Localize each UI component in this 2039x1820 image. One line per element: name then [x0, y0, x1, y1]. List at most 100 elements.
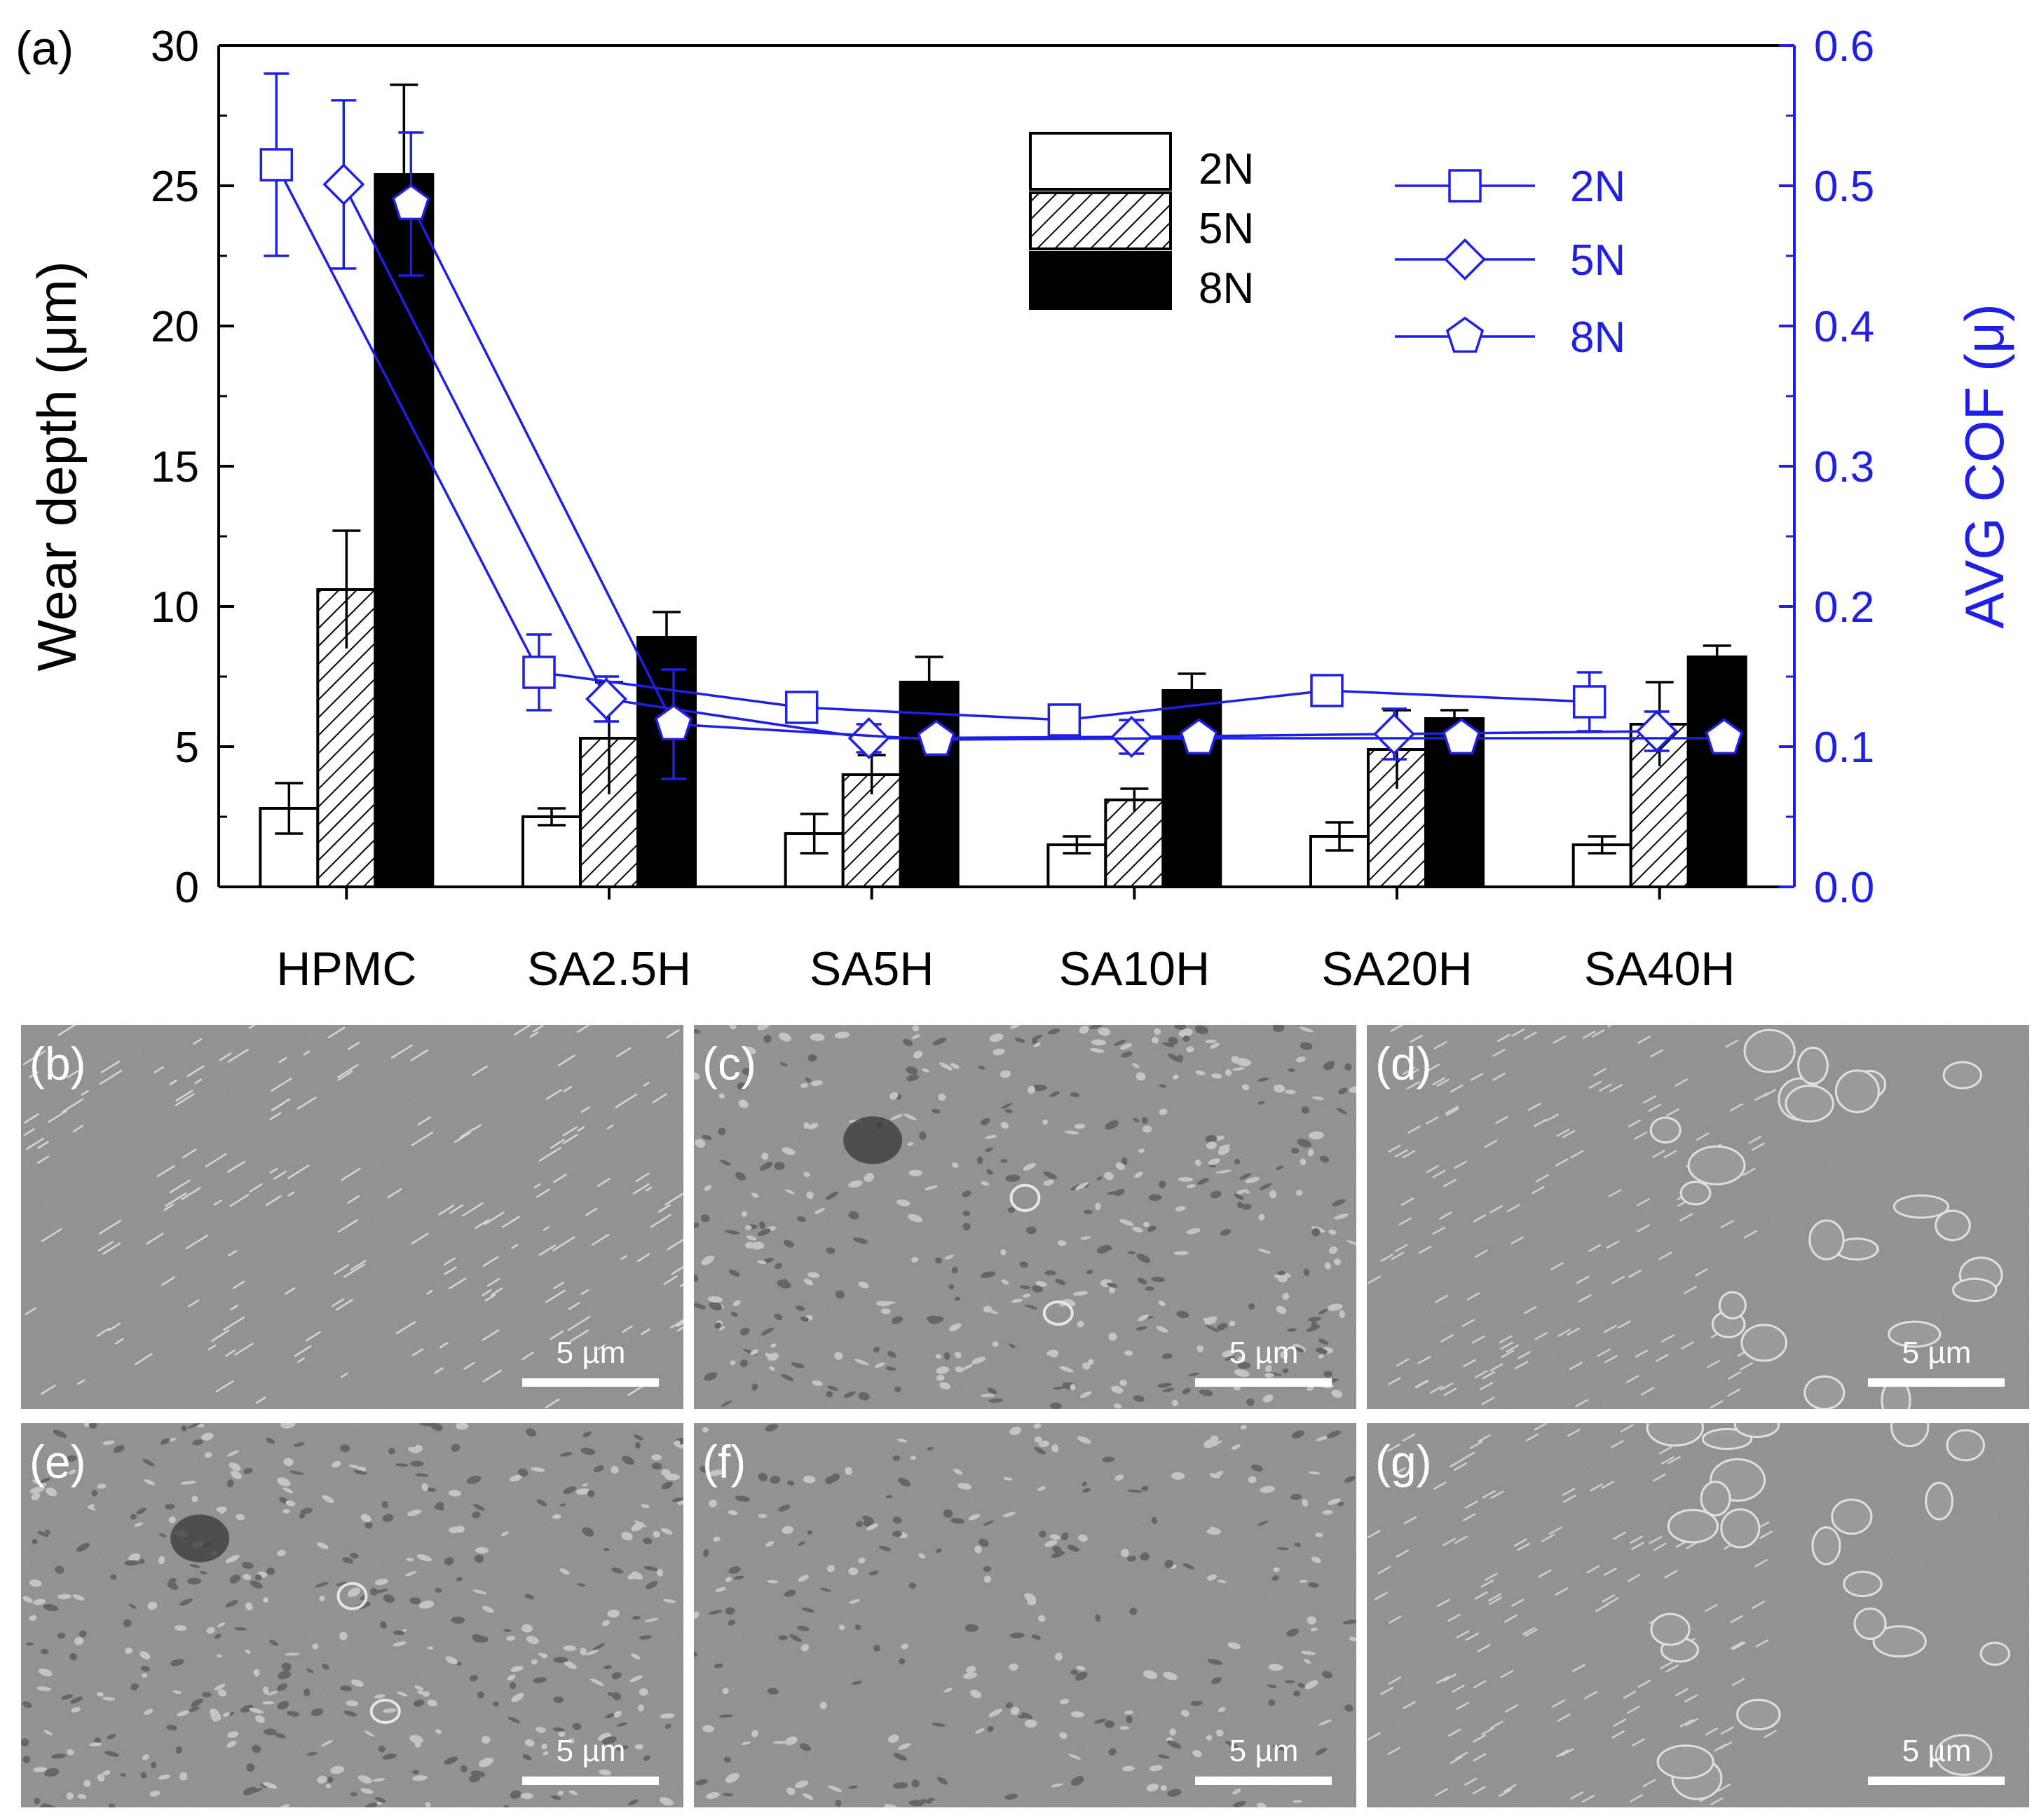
sem-panel-d: (d) 5 µm [1367, 1025, 2029, 1409]
y-tick-label-left-5: 5 [175, 724, 199, 772]
bar-errorbar-5n-sa10h [1120, 787, 1149, 811]
legend-marker-cof-8n [1445, 316, 1485, 353]
y-tick-label-left-15: 15 [151, 443, 199, 491]
bar-8n-sa5h [899, 681, 960, 888]
y-tick-label-right-0.4: 0.4 [1814, 303, 1874, 351]
y-tick-label-right-0.1: 0.1 [1814, 724, 1874, 772]
bar-errorbar-2n-sa2.5h [538, 807, 566, 827]
sem-panel-f: (f) 5 µm [694, 1423, 1356, 1807]
legend-label-cof-5n: 5N [1570, 236, 1625, 285]
sem-panel-b: (b) 5 µm [21, 1025, 683, 1409]
bar-8n-sa2.5h [636, 636, 697, 888]
sem-scale-bar [1868, 1777, 2005, 1785]
legend-label-cof-8n: 8N [1570, 313, 1625, 362]
sem-scale-bar [1868, 1378, 2005, 1387]
legend-marker-cof-2n [1448, 169, 1482, 203]
cof-point-5n-hpmc [322, 163, 365, 205]
sem-grain [1367, 1423, 2029, 1807]
cof-point-2n-sa20h [1310, 674, 1344, 707]
sem-scale-label: 5 µm [557, 1336, 626, 1370]
bar-errorbar-8n-sa5h [915, 656, 943, 707]
sem-features [1368, 1025, 2003, 1409]
sem-panel-label-g: (g) [1375, 1436, 1432, 1488]
x-tick-label-sa10h: SA10H [1059, 942, 1210, 996]
legend-marker-cof-5n [1444, 238, 1486, 280]
sem-panel-e: (e) 5 µm [21, 1423, 683, 1807]
legend-swatch-bar-2n [1029, 132, 1172, 191]
panel-label-a: (a) [15, 22, 74, 75]
bar-errorbar-8n-sa10h [1178, 672, 1206, 707]
sem-panel-label-d: (d) [1375, 1038, 1432, 1089]
cof-point-5n-sa5h [847, 717, 890, 759]
x-tick-label-sa2.5h: SA2.5H [527, 942, 691, 996]
y-tick-label-right-0.5: 0.5 [1814, 163, 1874, 211]
x-tick-label-hpmc: HPMC [276, 942, 416, 996]
sem-panel-label-c: (c) [702, 1038, 756, 1089]
cof-point-2n-sa5h [784, 691, 819, 724]
cof-point-8n-sa2.5h [654, 704, 693, 741]
sem-scale-bar [522, 1777, 659, 1785]
legend-label-bar-2n: 2N [1199, 145, 1254, 193]
bar-errorbar-8n-hpmc [390, 83, 418, 264]
sem-scale-label: 5 µm [1902, 1734, 1972, 1768]
sem-features [694, 1423, 1356, 1807]
bar-errorbar-8n-sa40h [1703, 644, 1731, 668]
wear-cof-chart: 0 5 10 15 20 25 30 0.0 0.1 0.2 0.3 0.4 0.5 0.6 HPMC SA2… [15, 22, 2015, 996]
bar-errorbar-2n-sa40h [1588, 835, 1616, 855]
sem-grain [694, 1423, 1356, 1807]
cof-point-8n-sa5h [917, 719, 955, 756]
sem-grain [21, 1025, 683, 1409]
sem-scale-bar [1195, 1777, 1332, 1785]
bar-errorbar-2n-sa20h [1325, 821, 1353, 852]
legend-label-bar-8n: 8N [1199, 264, 1254, 313]
cof-point-5n-sa10h [1110, 716, 1153, 758]
sem-scale-bar [522, 1378, 659, 1387]
y-tick-label-right-0.3: 0.3 [1814, 443, 1874, 491]
cof-point-8n-hpmc [392, 184, 430, 221]
cof-point-2n-sa2.5h [522, 656, 556, 689]
sem-scale-label: 5 µm [1902, 1336, 1972, 1370]
bar-errorbar-2n-sa5h [800, 813, 828, 855]
bar-5n-sa10h [1104, 799, 1165, 888]
x-tick-label-sa5h: SA5H [810, 942, 934, 996]
cof-point-2n-sa40h [1572, 685, 1607, 719]
sem-scale-label: 5 µm [1229, 1734, 1299, 1768]
bar-errorbar-8n-sa2.5h [653, 611, 681, 663]
y-tick-label-right-0.0: 0.0 [1814, 864, 1874, 912]
bar-errorbar-5n-hpmc [332, 529, 361, 648]
bar-8n-sa10h [1161, 689, 1222, 888]
sem-scale-bar [1195, 1378, 1332, 1387]
sem-features [1367, 1423, 2011, 1806]
cof-point-5n-sa2.5h [585, 678, 627, 720]
cof-line-8n [409, 203, 1724, 741]
cof-line-5n [342, 184, 1657, 740]
cof-point-2n-sa10h [1047, 703, 1082, 737]
sem-features [22, 1025, 683, 1408]
bar-2n-sa2.5h [521, 815, 582, 888]
cof-point-8n-sa40h [1705, 718, 1743, 755]
y-tick-label-left-30: 30 [151, 22, 199, 71]
sem-micrograph-grid: (b) 5 µm (c) 5 µm (d) 5 µm (e) 5 µm (f) 5 µm (g) 5 … [21, 1025, 2029, 1807]
y-tick-label-left-25: 25 [151, 163, 199, 211]
sem-panel-label-e: (e) [29, 1436, 86, 1488]
y-axis-title-left: Wear depth (μm) [26, 261, 88, 671]
sem-scale-label: 5 µm [1229, 1336, 1299, 1370]
legend-label-cof-2n: 2N [1570, 163, 1625, 211]
cof-point-8n-sa10h [1180, 718, 1218, 755]
sem-panel-label-f: (f) [702, 1436, 746, 1488]
x-tick-label-sa20h: SA20H [1321, 942, 1472, 996]
y-tick-label-right-0.6: 0.6 [1814, 22, 1874, 71]
legend-swatch-bar-5n [1029, 191, 1172, 250]
y-tick-label-right-0.2: 0.2 [1814, 583, 1874, 632]
bar-errorbar-2n-hpmc [275, 782, 304, 835]
sem-scale-label: 5 µm [557, 1734, 626, 1768]
cof-line-2n [275, 164, 1590, 721]
sem-panel-label-b: (b) [29, 1038, 86, 1089]
cof-point-5n-sa20h [1373, 713, 1415, 755]
bar-errorbar-2n-sa10h [1063, 835, 1091, 855]
y-tick-label-left-10: 10 [151, 583, 199, 632]
legend-label-bar-5n: 5N [1199, 205, 1254, 253]
sem-features [694, 1025, 1356, 1409]
sem-features [21, 1423, 683, 1807]
cof-point-2n-hpmc [259, 148, 294, 182]
